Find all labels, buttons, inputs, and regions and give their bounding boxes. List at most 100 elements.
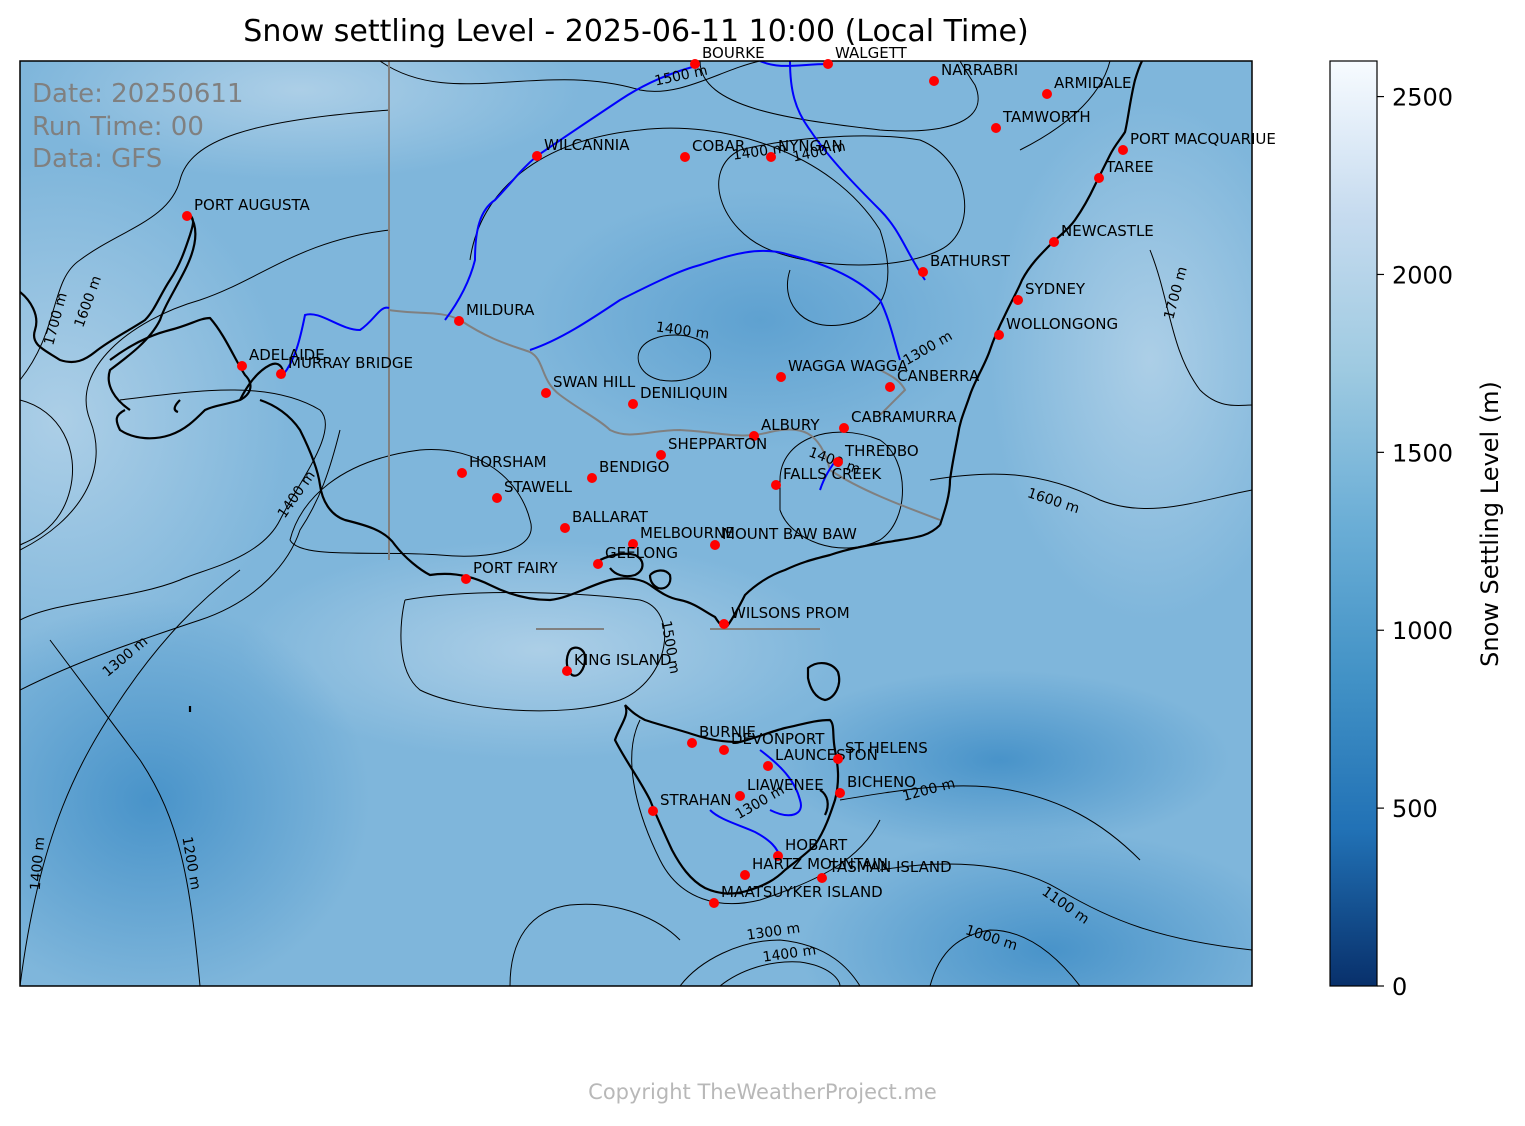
city-marker[interactable] <box>587 473 597 483</box>
city-marker[interactable] <box>885 382 895 392</box>
contour-1400-south <box>719 961 841 986</box>
colorbar-label: Snow Settling Level (m) <box>1476 381 1504 667</box>
river-lachlan <box>529 249 901 361</box>
colorbar-gradient <box>1329 60 1378 987</box>
city-marker[interactable] <box>1013 295 1023 305</box>
city-marker[interactable] <box>593 559 603 569</box>
colorbar-ticks: 0 500 1000 1500 2000 2500 <box>1377 84 1453 1001</box>
city-label: WILCANNIA <box>544 136 630 154</box>
contour-1500-vic-east <box>779 431 903 549</box>
info-date: Date: 20250611 <box>32 79 244 109</box>
run-info: Date: 20250611 Run Time: 00 Data: GFS <box>32 79 244 174</box>
city-marker[interactable] <box>276 369 286 379</box>
city-label: WAGGA WAGGA <box>788 357 909 375</box>
contour-1500-north <box>379 61 761 92</box>
city-label: ARMIDALE <box>1054 74 1131 92</box>
city-label: LIAWENEE <box>747 776 824 794</box>
city-marker[interactable] <box>735 791 745 801</box>
city-marker[interactable] <box>454 316 464 326</box>
city-marker[interactable] <box>773 851 783 861</box>
city-marker[interactable] <box>562 666 572 676</box>
field-high-north <box>20 61 580 180</box>
contour-west-1600b <box>20 399 74 546</box>
city-marker[interactable] <box>719 745 729 755</box>
city-label: MURRAY BRIDGE <box>288 354 413 372</box>
city-marker[interactable] <box>628 399 638 409</box>
city-marker[interactable] <box>929 76 939 86</box>
contour-1400-sw2 <box>20 569 241 986</box>
city-marker[interactable] <box>710 540 720 550</box>
city-marker[interactable] <box>628 539 638 549</box>
city-marker[interactable] <box>461 574 471 584</box>
city-marker[interactable] <box>833 754 843 764</box>
contour-1300-tas <box>631 719 881 905</box>
city-label: MILDURA <box>466 301 535 319</box>
contour-label: 1300 m <box>746 920 801 943</box>
coast-victoria <box>259 398 941 629</box>
city-marker[interactable] <box>690 59 700 69</box>
coast-nsw-south <box>938 244 1051 526</box>
city-marker[interactable] <box>839 423 849 433</box>
city-label: BALLARAT <box>572 508 649 526</box>
coast-spencer-gulf <box>20 213 197 411</box>
city-label: TAREE <box>1105 158 1154 176</box>
city-marker[interactable] <box>532 151 542 161</box>
city-marker[interactable] <box>560 523 570 533</box>
city-marker[interactable] <box>817 873 827 883</box>
city-marker[interactable] <box>1118 145 1128 155</box>
city-marker[interactable] <box>766 152 776 162</box>
city-marker[interactable] <box>1049 237 1059 247</box>
city-label: STAWELL <box>504 478 573 496</box>
city-label: FALLS CREEK <box>783 465 882 483</box>
city-marker[interactable] <box>763 761 773 771</box>
colorbar-tick-label: 500 <box>1392 795 1438 823</box>
city-marker[interactable] <box>994 330 1004 340</box>
city-marker[interactable] <box>740 870 750 880</box>
colorbar: 0 500 1000 1500 2000 2500 Snow Settling Level… <box>1329 60 1504 1001</box>
city-label: PORT MACQUARIUE <box>1130 130 1276 148</box>
city-marker[interactable] <box>823 59 833 69</box>
city-marker[interactable] <box>835 788 845 798</box>
city-marker[interactable] <box>1094 173 1104 183</box>
city-label: MAATSUYKER ISLAND <box>721 883 883 901</box>
city-marker[interactable] <box>237 361 247 371</box>
coast-tasmania <box>613 704 840 895</box>
city-marker[interactable] <box>749 431 759 441</box>
city-marker[interactable] <box>709 898 719 908</box>
city-label: SWAN HILL <box>553 373 636 391</box>
map-area[interactable] <box>0 0 1310 1070</box>
city-label: THREDBO <box>844 442 919 460</box>
city-marker[interactable] <box>833 457 843 467</box>
field-low-tas <box>770 670 1230 850</box>
contour-1400-cobar <box>718 135 966 266</box>
river-macquarie <box>789 61 926 281</box>
city-marker[interactable] <box>182 211 192 221</box>
river-murray-upper <box>444 64 701 321</box>
contour-1400-vic <box>289 449 532 557</box>
river-barwon <box>759 61 829 67</box>
city-marker[interactable] <box>1042 89 1052 99</box>
city-marker[interactable] <box>991 123 1001 133</box>
city-label: CANBERRA <box>897 367 980 385</box>
contour-central-big <box>469 127 889 327</box>
city-marker[interactable] <box>492 493 502 503</box>
city-marker[interactable] <box>719 619 729 629</box>
contour-1700-east <box>1149 249 1252 407</box>
border-act <box>879 369 907 416</box>
city-marker[interactable] <box>541 388 551 398</box>
coast-flinders-island <box>806 662 841 702</box>
contour-1300-south <box>679 939 861 986</box>
city-marker[interactable] <box>776 372 786 382</box>
city-marker[interactable] <box>687 738 697 748</box>
city-marker[interactable] <box>918 267 928 277</box>
city-marker[interactable] <box>648 806 658 816</box>
city-label: WILSONS PROM <box>731 604 850 622</box>
contour-west-1600 <box>20 229 391 551</box>
city-marker[interactable] <box>656 450 666 460</box>
contour-west-1700 <box>20 109 391 381</box>
city-label: NARRABRI <box>941 61 1018 79</box>
city-marker[interactable] <box>457 468 467 478</box>
city-marker[interactable] <box>680 152 690 162</box>
city-label: HARTZ MOUNTAIN <box>752 855 888 873</box>
city-marker[interactable] <box>771 480 781 490</box>
